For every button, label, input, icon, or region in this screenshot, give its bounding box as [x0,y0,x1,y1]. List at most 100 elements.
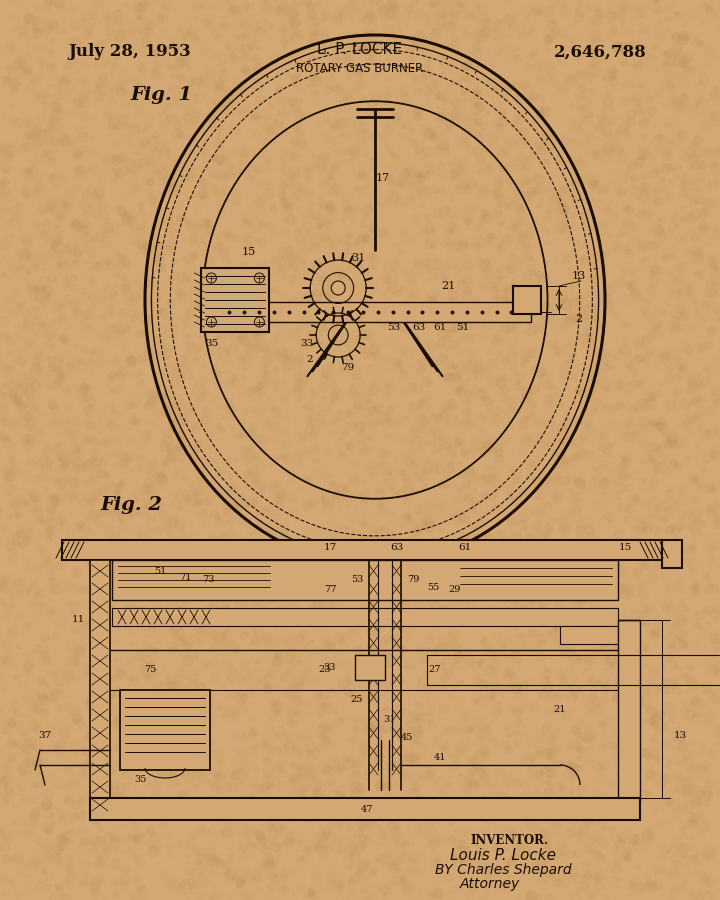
Point [240,213,251,228]
Point [237,289,248,303]
Point [567,310,579,324]
Point [240,259,252,274]
Point [130,712,141,726]
Point [559,4,571,18]
Point [197,374,209,388]
Point [233,330,245,345]
Point [192,768,203,782]
Point [104,10,115,24]
Point [111,328,122,342]
Point [653,530,665,544]
Point [542,520,554,535]
Point [195,688,207,702]
Point [202,489,214,503]
Point [300,400,311,414]
Point [163,828,174,842]
Point [48,519,59,534]
Point [390,275,402,290]
Point [354,863,366,878]
Point [640,22,652,37]
Point [507,245,518,259]
Point [613,692,624,706]
Point [107,763,118,778]
Point [358,518,369,532]
Point [217,191,228,205]
Point [191,696,202,710]
Point [593,545,604,560]
Point [678,212,689,226]
Point [225,94,237,109]
Point [146,776,158,790]
Point [113,170,125,184]
Point [323,502,334,517]
Point [431,502,442,517]
Point [22,531,34,545]
Point [356,533,368,547]
Point [71,94,83,108]
Point [472,190,484,204]
Point [132,462,144,476]
Point [465,598,477,612]
Point [583,410,595,425]
Point [291,377,302,392]
Point [145,110,156,124]
Point [284,706,296,720]
Point [471,695,482,709]
Point [667,93,678,107]
Point [688,138,700,152]
Point [301,698,312,712]
Point [137,613,148,627]
Point [50,301,62,315]
Point [679,823,690,837]
Point [23,526,35,541]
Point [189,671,200,686]
Point [78,805,90,819]
Point [570,871,582,886]
Point [481,441,492,455]
Point [705,776,716,790]
Point [107,369,118,383]
Point [36,674,48,688]
Point [515,213,526,228]
Point [697,392,708,406]
Point [462,804,473,818]
Point [469,881,480,896]
Point [143,724,154,739]
Point [585,365,597,380]
Point [386,674,397,688]
Point [500,321,511,336]
Point [590,598,602,613]
Point [166,516,177,530]
Point [610,832,621,846]
Point [67,83,78,97]
Point [683,383,695,398]
Point [603,69,614,84]
Point [248,497,259,511]
Point [544,430,556,445]
Point [127,750,138,764]
Point [588,680,600,695]
Point [120,119,132,133]
Point [325,740,337,754]
Point [543,522,554,536]
Point [519,412,531,427]
Point [81,556,92,571]
Point [546,766,558,780]
Point [381,408,392,422]
Point [418,393,429,408]
Point [443,62,454,77]
Point [392,576,403,590]
Point [546,29,558,43]
Point [711,637,720,652]
Point [572,50,583,65]
Point [684,146,696,160]
Point [274,0,286,11]
Point [238,159,249,174]
Point [463,467,474,482]
Point [546,523,557,537]
Point [639,0,650,13]
Point [367,260,379,274]
Point [202,494,214,508]
Point [677,637,688,652]
Point [436,160,447,175]
